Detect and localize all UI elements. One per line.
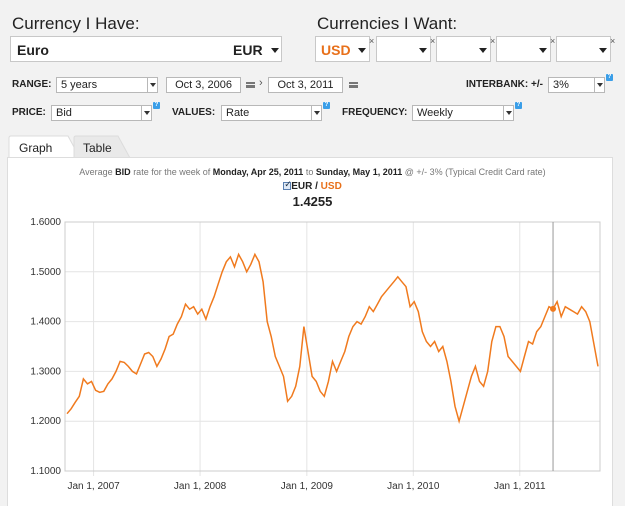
- interbank-value: 3%: [553, 79, 569, 91]
- values-select[interactable]: Rate: [221, 105, 322, 121]
- remove-currency-icon[interactable]: ×: [550, 36, 556, 46]
- y-tick-label: 1.6000: [30, 217, 61, 228]
- want-currency-select-1[interactable]: USD: [315, 36, 370, 62]
- end-date-value: Oct 3, 2011: [277, 79, 334, 91]
- legend-checkbox[interactable]: ✓: [283, 179, 292, 190]
- remove-currency-icon[interactable]: ×: [490, 36, 496, 46]
- remove-currency-icon[interactable]: ×: [369, 36, 375, 46]
- price-select[interactable]: Bid: [51, 105, 152, 121]
- start-date-field[interactable]: Oct 3, 2006: [166, 77, 241, 93]
- legend-quote: USD: [320, 181, 342, 192]
- interbank-label: INTERBANK: +/-: [466, 79, 543, 90]
- want-currency-select-4[interactable]: [496, 36, 551, 62]
- values-label: VALUES:: [172, 107, 216, 118]
- currency-have-select[interactable]: Euro EUR: [10, 36, 282, 62]
- values-value: Rate: [226, 107, 250, 119]
- x-tick-label: Jan 1, 2009: [281, 481, 334, 492]
- x-tick-label: Jan 1, 2008: [174, 481, 227, 492]
- chevron-down-icon: [503, 106, 513, 120]
- interbank-select[interactable]: 3%: [548, 77, 605, 93]
- currencies-want-label: Currencies I Want:: [317, 14, 458, 33]
- tab-graph[interactable]: Graph: [19, 141, 53, 155]
- y-tick-label: 1.4000: [30, 317, 61, 328]
- calendar-icon[interactable]: [349, 82, 358, 88]
- info-mid2: to: [305, 167, 314, 177]
- chevron-down-icon: [594, 78, 604, 92]
- range-label: RANGE:: [12, 79, 52, 90]
- want-currency-select-3[interactable]: [436, 36, 491, 62]
- currency-have-name: Euro: [17, 42, 49, 58]
- plot-frame: [64, 221, 601, 472]
- graph-panel: [7, 157, 613, 506]
- frequency-select[interactable]: Weekly: [412, 105, 514, 121]
- help-icon[interactable]: ?: [153, 102, 160, 109]
- chevron-down-icon: [147, 78, 157, 92]
- y-tick-label: 1.2000: [30, 416, 61, 427]
- legend: ✓ EUR / USD: [0, 179, 625, 192]
- legend-sep: /: [312, 181, 321, 192]
- highlight-point: [550, 305, 557, 312]
- check-icon: ✓: [284, 179, 292, 189]
- x-tick-label: Jan 1, 2007: [67, 481, 120, 492]
- chevron-down-icon: [539, 48, 547, 53]
- currency-have-label: Currency I Have:: [12, 14, 140, 33]
- frequency-value: Weekly: [417, 107, 453, 119]
- chevron-right-icon: ›: [259, 77, 263, 89]
- legend-base: EUR: [291, 181, 313, 192]
- x-tick-label: Jan 1, 2010: [387, 481, 440, 492]
- y-tick-label: 1.5000: [30, 267, 61, 278]
- chevron-down-icon: [599, 48, 607, 53]
- want-currency-select-5[interactable]: [556, 36, 611, 62]
- info-week-start: Monday, Apr 25, 2011: [212, 167, 304, 177]
- frequency-label: FREQUENCY:: [342, 107, 408, 118]
- chevron-down-icon: [311, 106, 321, 120]
- chevron-down-icon: [479, 48, 487, 53]
- want-currency-select-2[interactable]: [376, 36, 431, 62]
- help-icon[interactable]: ?: [606, 74, 613, 81]
- info-suffix: @ +/- 3% (Typical Credit Card rate): [404, 167, 546, 177]
- start-date-value: Oct 3, 2006: [175, 79, 232, 91]
- info-mid1: rate for the week of: [133, 167, 211, 177]
- help-icon[interactable]: ?: [515, 102, 522, 109]
- chart-info-line: Average BID rate for the week of Monday,…: [0, 167, 625, 177]
- help-icon[interactable]: ?: [323, 102, 330, 109]
- range-select[interactable]: 5 years: [56, 77, 158, 93]
- chevron-down-icon: [358, 48, 366, 53]
- remove-currency-icon[interactable]: ×: [610, 36, 616, 46]
- y-tick-label: 1.1000: [30, 466, 61, 477]
- calendar-icon[interactable]: [246, 82, 255, 88]
- tick-labels: 1.1000 1.2000 1.3000 1.4000 1.5000 1.6000 Jan …: [30, 217, 546, 492]
- range-value: 5 years: [61, 79, 98, 91]
- want-currency-code: USD: [321, 42, 351, 58]
- price-label: PRICE:: [12, 107, 46, 118]
- tab-table[interactable]: Table: [83, 141, 112, 155]
- info-price: BID: [115, 167, 131, 177]
- info-prefix: Average: [79, 167, 113, 177]
- x-tick-label: Jan 1, 2011: [494, 481, 546, 492]
- info-week-end: Sunday, May 1, 2011: [315, 167, 403, 177]
- current-value: 1.4255: [292, 194, 333, 209]
- chevron-down-icon: [271, 48, 279, 53]
- series-line-eur-usd: [66, 252, 599, 425]
- tab-shapes: [8, 135, 131, 159]
- end-date-field[interactable]: Oct 3, 2011: [268, 77, 343, 93]
- chevron-down-icon: [141, 106, 151, 120]
- y-tick-label: 1.3000: [30, 366, 61, 377]
- currency-have-code: EUR: [233, 42, 263, 58]
- grid: [65, 221, 600, 476]
- price-value: Bid: [56, 107, 72, 119]
- chevron-down-icon: [419, 48, 427, 53]
- remove-currency-icon[interactable]: ×: [430, 36, 436, 46]
